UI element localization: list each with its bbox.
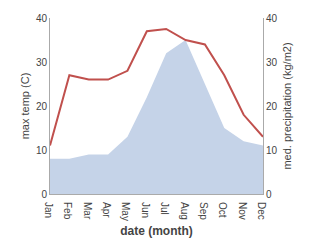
svg-text:Aug: Aug: [179, 202, 190, 220]
svg-text:0: 0: [41, 189, 47, 200]
svg-text:20: 20: [266, 101, 278, 112]
svg-text:Nov: Nov: [237, 202, 248, 220]
svg-text:20: 20: [36, 101, 48, 112]
svg-text:Jun: Jun: [140, 202, 151, 218]
svg-text:date (month): date (month): [120, 224, 193, 238]
svg-text:Apr: Apr: [101, 202, 112, 218]
svg-text:max temp (C): max temp (C): [19, 73, 31, 140]
svg-text:Jan: Jan: [43, 202, 54, 218]
svg-text:40: 40: [36, 13, 48, 24]
svg-text:40: 40: [266, 13, 278, 24]
svg-text:10: 10: [266, 145, 278, 156]
svg-text:Oct: Oct: [217, 202, 228, 218]
svg-text:30: 30: [266, 57, 278, 68]
svg-text:med. precipitation (kg/m2): med. precipitation (kg/m2): [281, 42, 293, 169]
svg-text:Jul: Jul: [159, 202, 170, 215]
svg-text:Feb: Feb: [62, 202, 73, 220]
svg-text:May: May: [120, 202, 131, 221]
svg-text:Sep: Sep: [198, 202, 209, 220]
svg-text:0: 0: [266, 189, 272, 200]
svg-text:Dec: Dec: [256, 202, 267, 220]
svg-text:30: 30: [36, 57, 48, 68]
svg-text:10: 10: [36, 145, 48, 156]
svg-text:Mar: Mar: [82, 202, 93, 220]
